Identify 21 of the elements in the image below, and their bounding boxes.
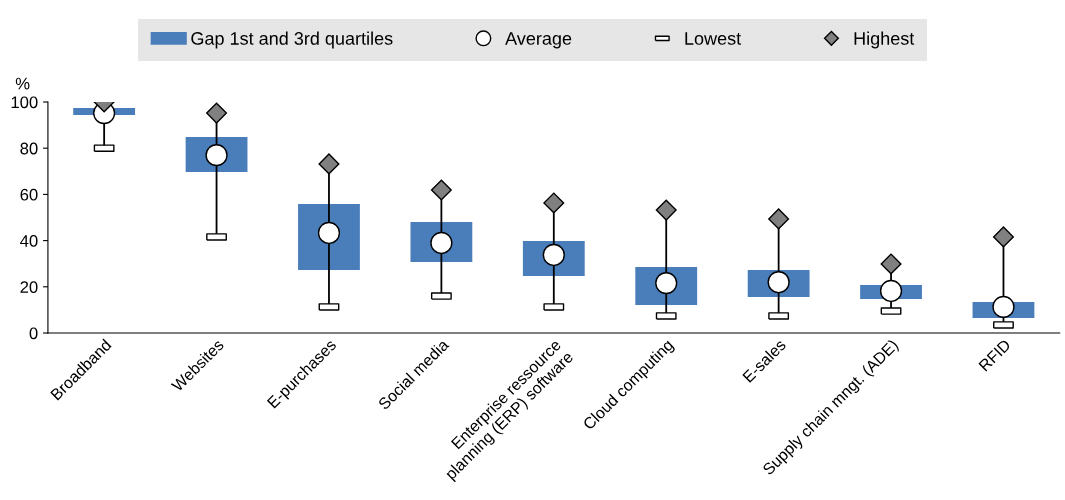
point <box>206 102 228 124</box>
point <box>880 253 902 275</box>
point <box>992 295 1015 319</box>
y-tick-label: 40 <box>20 235 38 247</box>
legend-label: Highest <box>854 31 915 49</box>
point <box>543 192 565 214</box>
legend-label: Lowest <box>685 32 742 45</box>
point <box>879 279 903 303</box>
point <box>318 153 340 175</box>
y-tick-label: 80 <box>20 142 38 155</box>
y-tick-label: 20 <box>20 281 38 293</box>
y-axis-title: % <box>15 77 30 90</box>
legend-label: Average <box>505 32 572 49</box>
y-tick-label: 0 <box>29 327 38 340</box>
point <box>430 179 452 201</box>
y-tick-label: 60 <box>20 188 38 201</box>
point <box>655 199 677 221</box>
point <box>992 226 1014 248</box>
point <box>768 208 790 230</box>
legend-label: Gap 1st and 3rd quartiles <box>191 31 393 49</box>
y-tick-label: 100 <box>11 96 38 109</box>
